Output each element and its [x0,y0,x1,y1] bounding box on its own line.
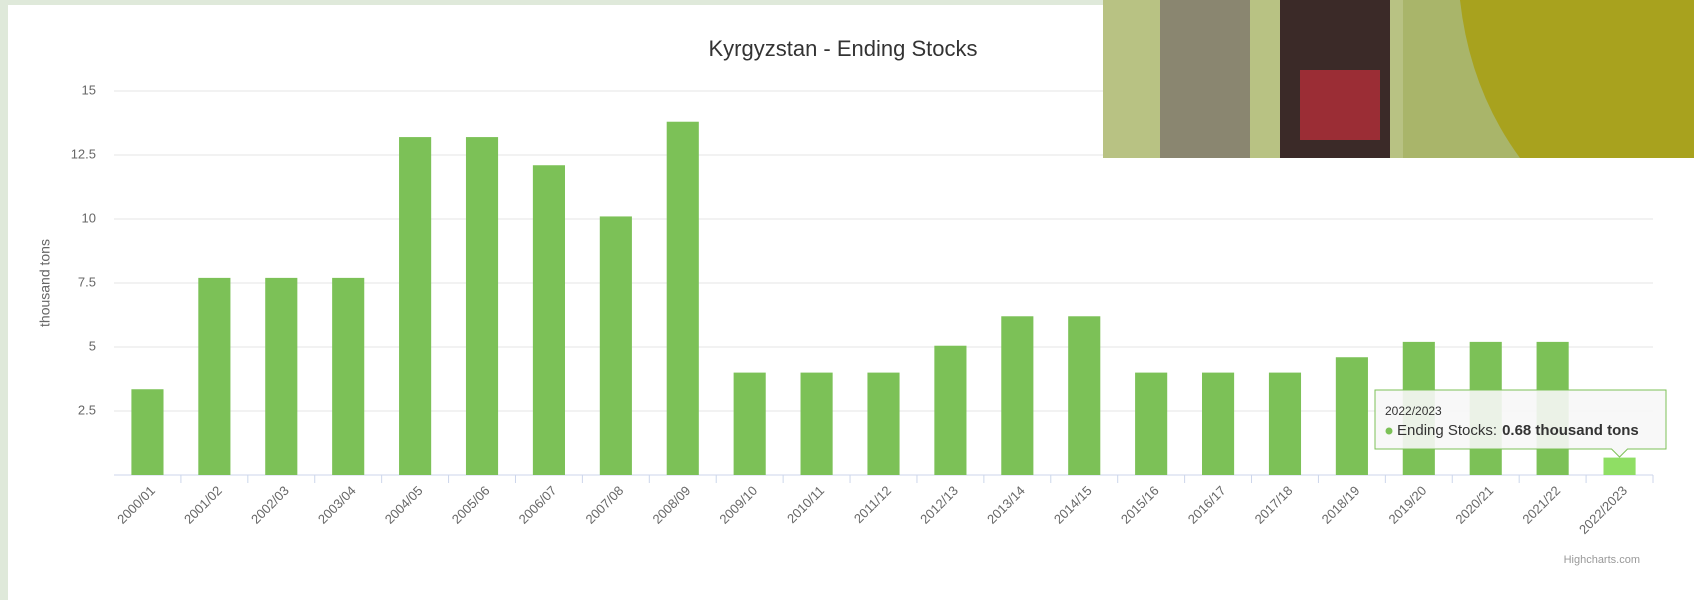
chart-title: Kyrgyzstan - Ending Stocks [708,36,977,61]
tooltip-title: 2022/2023 [1385,404,1442,418]
bar [1269,373,1301,475]
bar [1001,316,1033,475]
bar [801,373,833,475]
bar [1603,458,1635,475]
bar [332,278,364,475]
tooltip-label: Ending Stocks: [1397,422,1497,439]
tooltip-value: 0.68 thousand tons [1502,422,1639,439]
bar [198,278,230,475]
bar [934,346,966,475]
bar [600,216,632,475]
bar [1336,357,1368,475]
y-tick-label: 15 [82,82,96,97]
bar [265,278,297,475]
y-tick-label: 12.5 [71,146,96,161]
y-tick-label: 2.5 [78,402,96,417]
photo-skirt [1300,70,1380,140]
tooltip-text: Ending Stocks: 0.68 thousand tons [1397,422,1639,439]
bar [466,137,498,475]
bar [667,122,699,475]
bar [533,165,565,475]
photo [1103,0,1694,158]
bar [1068,316,1100,475]
y-tick-label: 5 [89,338,96,353]
y-axis-label: thousand tons [37,239,53,327]
tooltip: 2022/2023 Ending Stocks: 0.68 thousand ton… [1375,390,1666,457]
y-tick-label: 10 [82,210,96,225]
photo-figure [1160,0,1250,158]
bar [867,373,899,475]
chart: Kyrgyzstan - Ending Stocks thousand tons… [0,0,1694,600]
bar [1202,373,1234,475]
bar [1135,373,1167,475]
bar [734,373,766,475]
y-tick-label: 7.5 [78,274,96,289]
bar [399,137,431,475]
tooltip-marker [1386,428,1393,435]
bar [131,389,163,475]
credits: Highcharts.com [1564,554,1640,566]
